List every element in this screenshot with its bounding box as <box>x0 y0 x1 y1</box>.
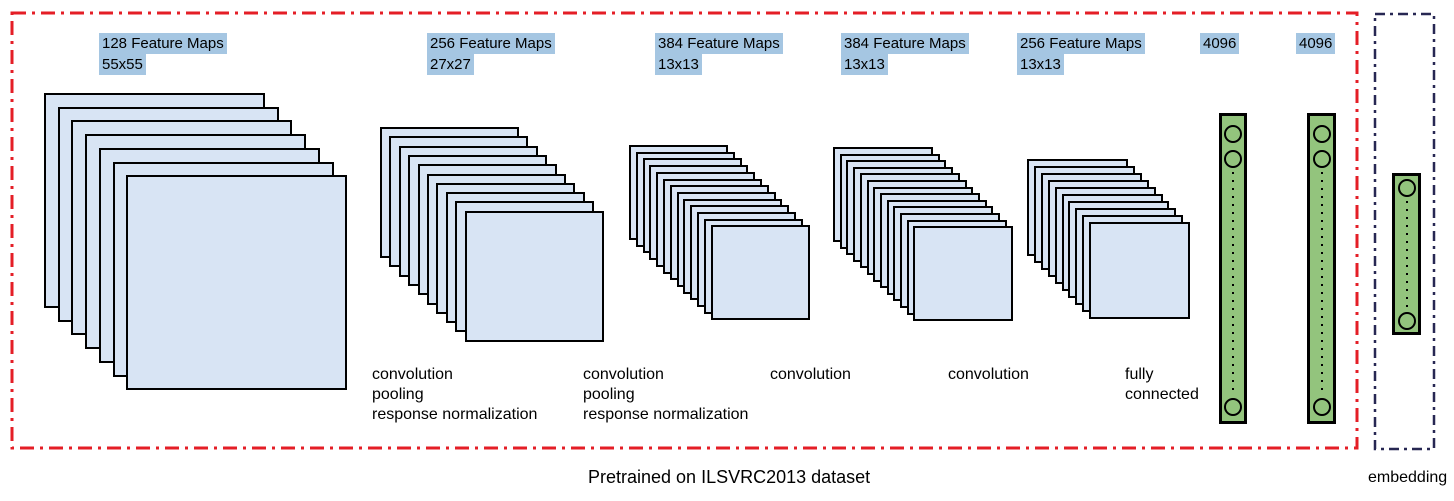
unit-circle <box>1312 398 1331 416</box>
label-conv5-line: 256 Feature Maps <box>1017 33 1145 54</box>
label-conv4-line: 384 Feature Maps <box>841 33 969 54</box>
fc-column-2 <box>1307 113 1336 424</box>
label-conv3-line: 13x13 <box>655 54 702 75</box>
label-conv4-line: 13x13 <box>841 54 888 75</box>
feature-map-stack-5-layer <box>1089 222 1191 319</box>
ellipsis-dots <box>1405 201 1408 309</box>
ellipsis-dots <box>1320 172 1323 394</box>
label-conv5-line: 13x13 <box>1017 54 1064 75</box>
op-label-1-line: response normalization <box>372 406 538 423</box>
label-conv1-line: 55x55 <box>99 54 146 75</box>
feature-map-stack-2-layer <box>464 210 604 342</box>
unit-circle <box>1397 312 1416 330</box>
op-label-5: fully connected <box>1125 365 1199 405</box>
unit-circle <box>1224 125 1242 143</box>
label-conv1-line: 128 Feature Maps <box>99 33 227 54</box>
unit-circle <box>1312 125 1331 143</box>
feature-map-stack-3-layer <box>710 225 810 321</box>
unit-circle <box>1224 150 1242 168</box>
op-label-2-line: convolution <box>583 366 664 383</box>
op-label-3: convolution <box>770 365 851 385</box>
op-label-2-line: response normalization <box>583 406 749 423</box>
pretrained-caption: Pretrained on ILSVRC2013 dataset <box>588 467 871 487</box>
op-label-1: convolution pooling response normalization <box>372 365 537 425</box>
op-label-1-line: convolution <box>372 366 453 383</box>
op-label-2: convolution pooling response normalization <box>583 365 748 425</box>
op-label-2-line: pooling <box>583 386 635 403</box>
op-label-4: convolution <box>948 365 1029 385</box>
label-fc6: 4096 <box>1200 33 1240 54</box>
label-conv2-line: 27x27 <box>427 54 474 75</box>
op-label-5-line: connected <box>1125 386 1199 403</box>
feature-map-stack-1-layer <box>126 175 348 391</box>
unit-circle <box>1397 179 1416 197</box>
unit-circle <box>1312 150 1331 168</box>
label-fc7-line: 4096 <box>1296 33 1336 54</box>
label-conv1: 128 Feature Maps 55x55 <box>99 33 227 75</box>
op-label-4-line: convolution <box>948 366 1029 383</box>
label-conv3-line: 384 Feature Maps <box>655 33 783 54</box>
label-fc6-line: 4096 <box>1200 33 1240 54</box>
fc-column-1 <box>1219 113 1247 424</box>
label-conv3: 384 Feature Maps 13x13 <box>655 33 783 75</box>
ellipsis-dots <box>1232 172 1234 394</box>
op-label-5-line: fully <box>1125 366 1154 383</box>
feature-map-stack-4-layer <box>913 226 1014 322</box>
embedding-label: embedding <box>1368 469 1448 486</box>
label-conv2: 256 Feature Maps 27x27 <box>427 33 555 75</box>
label-fc7: 4096 <box>1296 33 1336 54</box>
op-label-3-line: convolution <box>770 366 851 383</box>
unit-circle <box>1224 398 1242 416</box>
op-label-1-line: pooling <box>372 386 424 403</box>
label-conv5: 256 Feature Maps 13x13 <box>1017 33 1145 75</box>
embedding-column <box>1392 173 1421 335</box>
label-conv4: 384 Feature Maps 13x13 <box>841 33 969 75</box>
label-conv2-line: 256 Feature Maps <box>427 33 555 54</box>
